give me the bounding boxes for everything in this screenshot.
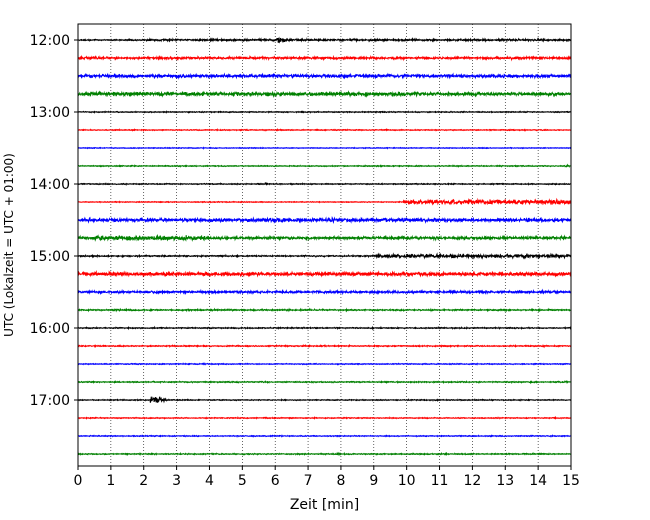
x-tick-label: 9 — [369, 473, 378, 489]
y-tick-label: 15:00 — [30, 249, 70, 265]
x-tick-label: 3 — [172, 473, 181, 489]
x-axis-label: Zeit [min] — [290, 497, 359, 513]
trace-1600 — [78, 327, 571, 328]
x-tick-label: 13 — [496, 473, 514, 489]
y-tick-label: 17:00 — [30, 393, 70, 409]
x-tick-label: 7 — [304, 473, 313, 489]
trace-1515 — [78, 272, 571, 276]
trace-1215 — [78, 57, 571, 60]
y-tick-label: 13:00 — [30, 105, 70, 121]
x-tick-label: 2 — [139, 473, 148, 489]
trace-1500 — [78, 254, 571, 258]
x-tick-label: 12 — [463, 473, 481, 489]
trace-1745 — [78, 453, 571, 454]
trace-1400 — [78, 183, 571, 185]
x-tick-label: 5 — [238, 473, 247, 489]
trace-1415 — [78, 199, 571, 204]
y-axis: 12:00 13:00 14:00 15:00 16:00 17:00 — [30, 33, 78, 409]
trace-1715 — [78, 417, 571, 418]
trace-1730 — [78, 435, 571, 436]
trace-1615 — [78, 345, 571, 346]
trace-1230 — [78, 74, 571, 78]
trace-1330 — [78, 148, 571, 149]
trace-1345 — [78, 165, 571, 167]
trace-1545 — [78, 309, 571, 311]
trace-1300 — [78, 111, 571, 112]
trace-1645 — [78, 381, 571, 382]
x-tick-label: 15 — [562, 473, 580, 489]
x-tick-label: 0 — [74, 473, 83, 489]
trace-1430 — [78, 218, 571, 222]
trace-1445 — [78, 235, 571, 240]
trace-1700 — [78, 397, 571, 403]
x-axis: 0 1 2 3 4 5 6 7 8 9 10 11 12 13 14 15 — [74, 466, 580, 489]
x-tick-label: 11 — [431, 473, 449, 489]
x-tick-label: 1 — [106, 473, 115, 489]
x-tick-label: 4 — [205, 473, 214, 489]
y-tick-label: 14:00 — [30, 177, 70, 193]
trace-1315 — [78, 129, 571, 130]
x-tick-label: 14 — [529, 473, 547, 489]
trace-layer — [78, 38, 571, 455]
trace-1200 — [78, 38, 571, 43]
x-tick-label: 6 — [271, 473, 280, 489]
x-tick-label: 8 — [336, 473, 345, 489]
y-axis-label: UTC (Lokalzeit = UTC + 01:00) — [2, 153, 16, 337]
trace-1245 — [78, 92, 571, 97]
trace-1530 — [78, 291, 571, 294]
y-tick-label: 12:00 — [30, 33, 70, 49]
y-tick-label: 16:00 — [30, 321, 70, 337]
x-tick-label: 10 — [398, 473, 416, 489]
trace-1630 — [78, 363, 571, 364]
